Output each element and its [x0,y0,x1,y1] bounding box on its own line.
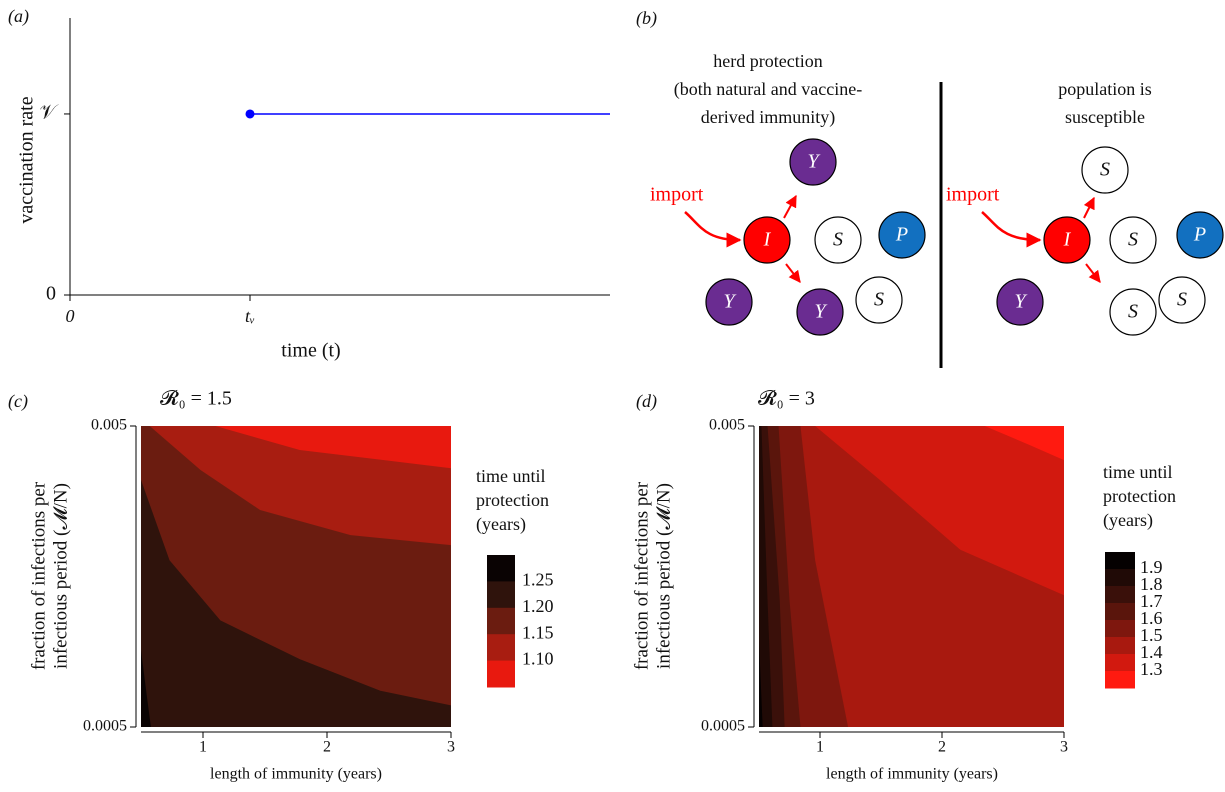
node-label: S [1128,229,1138,251]
node-label: S [1128,301,1138,323]
y-axis-label: infectious period (𝓜/N) [653,483,674,669]
legend-label: 1.10 [522,649,554,669]
import-arrow [982,212,1040,240]
legend-swatch [1105,671,1135,689]
node-label: S [833,229,843,251]
y-tick-label: 0.0005 [701,718,745,735]
node-label: S [1100,159,1110,181]
import-label: import [946,184,1000,206]
y-tick-label: 𝒱 [39,102,59,124]
node: I [1044,217,1090,263]
legend-title: (years) [1103,510,1153,531]
y-axis-label: infectious period (𝓜/N) [50,483,71,669]
node: S [1082,147,1128,193]
heatmap [141,366,511,727]
legend-swatch [487,661,515,688]
x-tick-label: 1 [199,739,207,756]
node-label: I [763,229,772,251]
panel-label: (b) [636,8,657,29]
node: Y [790,139,836,185]
legend-swatch [1105,620,1135,638]
chart-title: 𝓡₀ = 1.5 [160,388,232,410]
x-tick-label: 2 [323,739,331,756]
import-label: import [650,184,704,206]
legend-title: time until [1103,462,1173,482]
y-tick-label: 0.005 [91,417,127,434]
figure: (b) herd protection (both natural and va… [0,0,1225,792]
node: S [1110,289,1156,335]
node-label: P [1193,224,1206,246]
legend-swatch [1105,603,1135,621]
node: I [744,217,790,263]
node: Y [997,279,1043,325]
y-tick-label: 0.005 [709,417,745,434]
legend-label: 1.25 [522,570,554,590]
nodes: Y I S P Y Y S S I S P Y S S [706,139,1223,335]
heatmap [759,366,1124,727]
legend-label: 1.20 [522,596,554,616]
legend-swatch [487,555,515,582]
chart-title: 𝓡₀ = 3 [758,388,815,410]
node-label: Y [807,151,820,173]
caption: herd protection [713,51,822,71]
node-label: S [1177,289,1187,311]
legend-swatch [1105,654,1135,672]
panel-b: (b) herd protection (both natural and va… [636,8,1223,368]
legend-swatch [1105,586,1135,604]
node: S [856,277,902,323]
caption: (both natural and vaccine- [674,79,862,100]
x-axis-label: time (t) [281,340,340,362]
node-label: Y [814,301,827,323]
caption: population is [1058,79,1152,99]
x-tick-label: 2 [938,739,946,756]
x-tick-label: 0 [66,306,75,326]
node-label: S [874,289,884,311]
node: S [1110,217,1156,263]
legend-label: 1.15 [522,622,554,642]
x-tick-label: tᵥ [245,306,255,326]
node: S [815,217,861,263]
node-label: Y [1014,291,1027,313]
node: Y [797,289,843,335]
legend-swatch [1105,552,1135,570]
legend-title: protection [476,490,549,510]
y-tick-label: 0.0005 [83,718,127,735]
y-axis-label: fraction of infections per [631,481,652,670]
node-label: I [1063,229,1072,251]
x-tick-label: 1 [816,739,824,756]
legend-swatch [1105,569,1135,587]
node: P [879,212,925,258]
legend-swatch [1105,637,1135,655]
panel-label: (d) [636,391,657,412]
x-tick-label: 3 [447,739,455,756]
legend-swatch [487,634,515,661]
caption: susceptible [1065,107,1145,127]
node: P [1177,212,1223,258]
y-axis-label: fraction of infections per [28,481,49,670]
legend-label: 1.3 [1140,659,1163,679]
legend-title: time until [476,466,546,486]
page: (b) herd protection (both natural and va… [0,0,1225,792]
panel-label: (a) [8,6,29,27]
legend-title: protection [1103,486,1176,506]
node: Y [706,279,752,325]
legend-swatch [487,608,515,635]
point [246,109,255,118]
y-axis-label: vaccination rate [16,96,38,223]
node-label: P [895,224,908,246]
x-tick-label: 3 [1060,739,1068,756]
panel-label: (c) [8,391,28,412]
import-arrow [685,212,740,240]
node-label: Y [723,291,736,313]
x-axis-label: length of immunity (years) [210,766,382,783]
caption: derived immunity) [701,107,835,128]
legend-title: (years) [476,514,526,535]
legend-swatch [487,581,515,608]
y-tick-label: 0 [46,283,56,305]
x-axis-label: length of immunity (years) [826,766,998,783]
node: S [1159,277,1205,323]
